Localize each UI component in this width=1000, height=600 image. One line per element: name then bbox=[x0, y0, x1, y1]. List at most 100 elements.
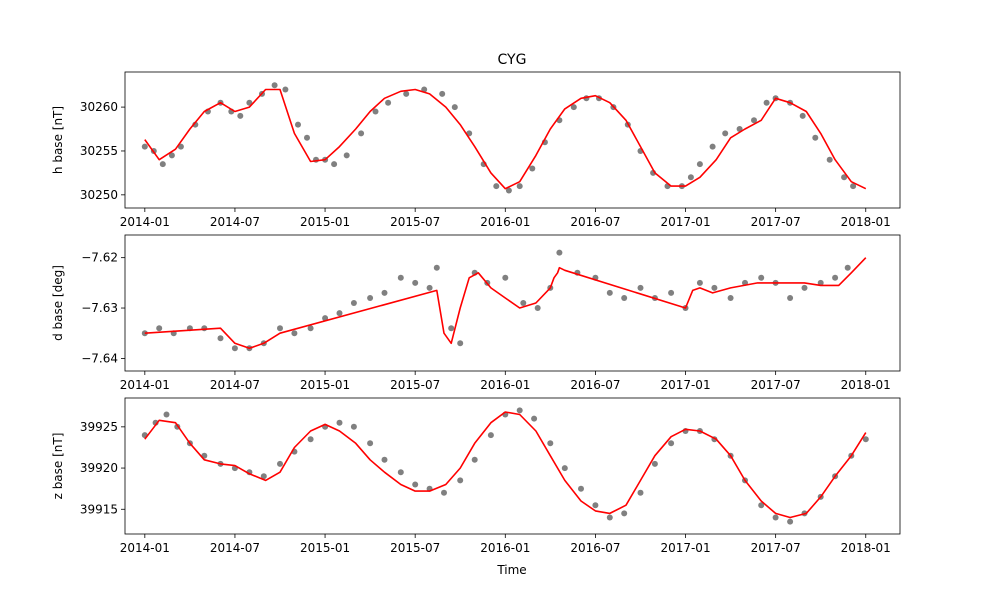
data-point bbox=[141, 143, 148, 150]
data-point bbox=[237, 112, 244, 119]
data-point bbox=[336, 310, 343, 317]
data-point bbox=[350, 300, 357, 306]
data-point bbox=[722, 130, 729, 137]
x-tick-label: 2016-07 bbox=[570, 215, 620, 229]
data-point bbox=[763, 99, 770, 106]
data-point bbox=[687, 174, 694, 181]
data-point bbox=[385, 99, 392, 106]
data-point bbox=[758, 274, 765, 281]
data-point bbox=[412, 279, 419, 286]
data-point bbox=[433, 264, 440, 271]
data-point bbox=[381, 456, 388, 463]
y-tick-label: 39920 bbox=[80, 461, 118, 475]
x-tick-label: 2017-07 bbox=[751, 541, 801, 555]
x-tick-label: 2014-01 bbox=[120, 215, 170, 229]
fit-line bbox=[144, 257, 867, 350]
x-tick-label: 2017-01 bbox=[660, 541, 710, 555]
data-point bbox=[709, 143, 716, 150]
x-tick-label: 2018-01 bbox=[841, 215, 891, 229]
data-point bbox=[381, 289, 388, 296]
data-point bbox=[531, 415, 538, 422]
data-point bbox=[606, 514, 613, 521]
data-point bbox=[801, 284, 808, 291]
data-point bbox=[367, 440, 374, 447]
y-tick-label: −7.63 bbox=[81, 301, 118, 315]
y-tick-label: 39925 bbox=[80, 420, 118, 434]
data-point bbox=[372, 108, 379, 115]
x-tick-label: 2015-07 bbox=[390, 215, 440, 229]
data-point bbox=[277, 460, 283, 467]
x-tick-label: 2016-07 bbox=[570, 541, 620, 555]
y-tick-label: −7.64 bbox=[81, 351, 118, 365]
data-point bbox=[295, 121, 301, 128]
y-tick-label: 30260 bbox=[80, 100, 118, 114]
x-tick-label: 2015-01 bbox=[300, 215, 350, 229]
data-point bbox=[397, 469, 404, 476]
data-point bbox=[832, 274, 839, 281]
data-point bbox=[201, 325, 208, 332]
data-point bbox=[787, 295, 794, 301]
data-point bbox=[271, 82, 278, 89]
x-tick-label: 2014-07 bbox=[210, 541, 260, 555]
data-point bbox=[516, 407, 523, 414]
data-point bbox=[448, 325, 455, 332]
data-point bbox=[336, 419, 343, 426]
data-point bbox=[844, 264, 851, 271]
data-point bbox=[668, 289, 675, 296]
y-axis-label: z base [nT] bbox=[51, 433, 65, 500]
data-point bbox=[787, 518, 794, 525]
data-point bbox=[516, 183, 523, 190]
data-point bbox=[529, 165, 536, 172]
subplot-2: 2014-01 2014-07 2015-01 2015-07 2016-01 2016-… bbox=[51, 234, 901, 392]
data-point bbox=[826, 156, 833, 163]
data-point bbox=[520, 300, 527, 306]
x-tick-label: 2015-01 bbox=[300, 541, 350, 555]
x-tick-label: 2016-01 bbox=[480, 378, 530, 392]
data-point bbox=[397, 274, 404, 281]
data-point bbox=[696, 161, 703, 168]
data-point bbox=[799, 112, 806, 119]
x-tick-label: 2015-01 bbox=[300, 378, 350, 392]
plot-area bbox=[141, 249, 867, 352]
data-point bbox=[534, 305, 541, 311]
data-point bbox=[727, 295, 734, 301]
data-point bbox=[350, 423, 357, 430]
x-tick-label: 2017-07 bbox=[751, 378, 801, 392]
data-point bbox=[291, 330, 298, 337]
axes-frame bbox=[124, 71, 901, 209]
data-point bbox=[772, 514, 779, 521]
data-point bbox=[561, 465, 568, 472]
x-tick-label: 2016-01 bbox=[480, 215, 530, 229]
data-point bbox=[711, 284, 718, 291]
data-point bbox=[163, 411, 170, 418]
data-point bbox=[457, 477, 464, 484]
fit-line bbox=[144, 88, 867, 190]
x-tick-label: 2017-01 bbox=[660, 215, 710, 229]
data-point bbox=[304, 134, 310, 141]
y-tick-label: −7.62 bbox=[81, 251, 118, 265]
x-tick-label: 2015-07 bbox=[390, 541, 440, 555]
y-axis-label: d base [deg] bbox=[51, 265, 65, 341]
data-point bbox=[696, 279, 703, 286]
data-point bbox=[471, 456, 478, 463]
chart-title: CYG bbox=[498, 52, 527, 68]
x-tick-label: 2016-01 bbox=[480, 541, 530, 555]
data-point bbox=[493, 183, 500, 190]
data-point bbox=[367, 295, 374, 301]
data-point bbox=[841, 174, 848, 181]
data-point bbox=[751, 117, 757, 124]
data-point bbox=[412, 481, 419, 488]
data-point bbox=[592, 502, 599, 509]
data-point bbox=[547, 440, 554, 447]
data-point bbox=[358, 130, 365, 137]
x-tick-label: 2014-07 bbox=[210, 215, 260, 229]
data-point bbox=[282, 86, 289, 93]
data-point bbox=[578, 485, 584, 492]
axes-frame bbox=[124, 234, 901, 372]
data-point bbox=[426, 284, 433, 291]
x-tick-label: 2014-01 bbox=[120, 378, 170, 392]
data-point bbox=[403, 90, 410, 97]
data-point bbox=[217, 335, 224, 342]
x-tick-label: 2016-07 bbox=[570, 378, 620, 392]
